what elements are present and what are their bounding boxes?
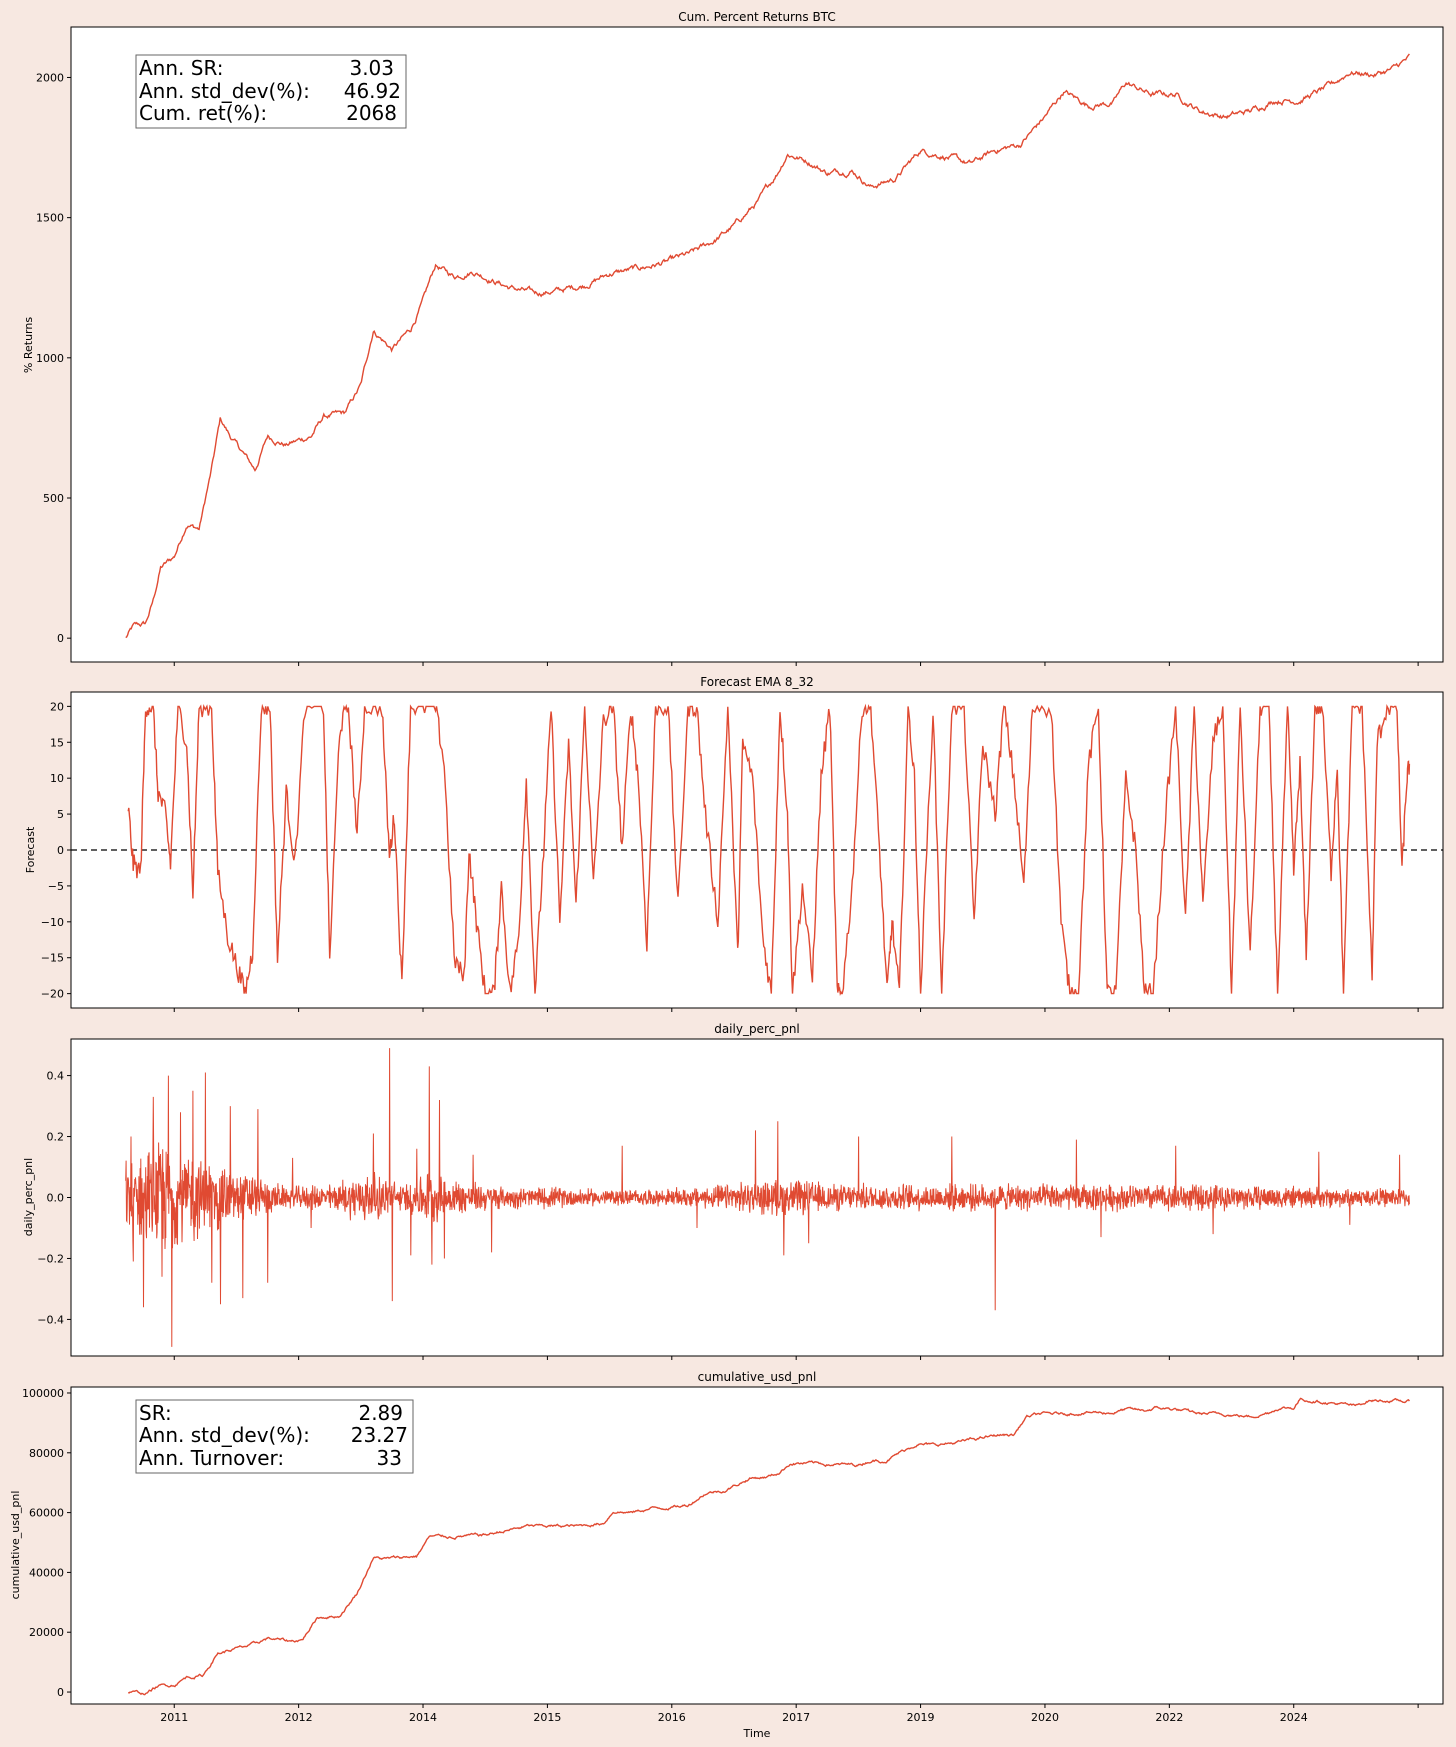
x-tick-label: 2012 bbox=[285, 1711, 313, 1724]
y-tick-label: 0.2 bbox=[47, 1131, 65, 1144]
axes-frame bbox=[70, 26, 1444, 663]
stat-value: 23.27 bbox=[351, 1423, 408, 1447]
y-tick-label: 60000 bbox=[29, 1507, 64, 1520]
stat-label: Ann. std_dev(%): bbox=[139, 79, 310, 103]
stat-label: SR: bbox=[139, 1401, 172, 1425]
y-tick-label: 0 bbox=[57, 844, 64, 857]
series-line bbox=[127, 1397, 1410, 1696]
y-ticks: 0 20000 40000 60000 80000 100000 bbox=[22, 1387, 71, 1699]
y-tick-label: 100000 bbox=[22, 1387, 64, 1400]
y-tick-label: −5 bbox=[48, 880, 64, 893]
x-tick-label: 2016 bbox=[658, 1711, 686, 1724]
chart-title: daily_perc_pnl bbox=[714, 1022, 800, 1036]
y-tick-label: −0.2 bbox=[37, 1252, 64, 1265]
y-tick-label: 0 bbox=[57, 632, 64, 645]
stat-label: Ann. Turnover: bbox=[139, 1446, 284, 1470]
y-tick-label: 10 bbox=[50, 772, 64, 785]
y-tick-label: −0.4 bbox=[37, 1313, 64, 1326]
y-tick-label: 20000 bbox=[29, 1626, 64, 1639]
y-tick-label: 40000 bbox=[29, 1566, 64, 1579]
panel-cumulative-usd-pnl: cumulative_usd_pnl cumulative_usd_pnl 0 2… bbox=[9, 1370, 1444, 1740]
x-tick-label: 2019 bbox=[907, 1711, 935, 1724]
panel-cum-percent-returns: Cum. Percent Returns BTC % Returns 0 500 1… bbox=[22, 10, 1444, 666]
y-axis-label: Forecast bbox=[24, 826, 37, 873]
x-tick-label: 2015 bbox=[533, 1711, 561, 1724]
y-tick-label: 500 bbox=[43, 492, 64, 505]
panel-daily-perc-pnl: daily_perc_pnl daily_perc_pnl −0.4 −0.2 0.… bbox=[22, 1022, 1444, 1360]
chart-title: Cum. Percent Returns BTC bbox=[678, 10, 835, 24]
x-ticks bbox=[173, 1356, 1419, 1360]
stats-box: Ann. SR: 3.03 Ann. std_dev(%): 46.92 Cum… bbox=[135, 54, 407, 129]
y-tick-label: 0 bbox=[57, 1686, 64, 1699]
y-tick-label: −10 bbox=[41, 916, 64, 929]
y-tick-label: 20 bbox=[50, 700, 64, 713]
x-ticks bbox=[173, 662, 1419, 666]
x-ticks: 2011 2012 2014 2015 2016 2017 2019 2020 2022 2024 bbox=[160, 1704, 1419, 1724]
x-tick-label: 2011 bbox=[160, 1711, 188, 1724]
y-ticks: −20 −15 −10 −5 0 5 10 15 20 bbox=[41, 700, 71, 1001]
stats-box-frame bbox=[135, 1399, 414, 1474]
stat-value: 46.92 bbox=[344, 79, 401, 103]
stats-box-frame bbox=[135, 54, 407, 129]
stat-value: 3.03 bbox=[349, 56, 394, 80]
x-tick-label: 2020 bbox=[1031, 1711, 1059, 1724]
stat-label: Ann. SR: bbox=[139, 56, 223, 80]
x-axis-label: Time bbox=[743, 1727, 771, 1740]
y-tick-label: 2000 bbox=[36, 71, 64, 84]
y-tick-label: 1500 bbox=[36, 212, 64, 225]
y-tick-label: 0.0 bbox=[47, 1192, 65, 1205]
y-tick-label: 1000 bbox=[36, 352, 64, 365]
y-axis-label: cumulative_usd_pnl bbox=[9, 1491, 22, 1600]
x-tick-label: 2022 bbox=[1155, 1711, 1183, 1724]
chart-title: Forecast EMA 8_32 bbox=[700, 675, 813, 689]
stat-label: Ann. std_dev(%): bbox=[139, 1423, 310, 1447]
y-tick-label: 5 bbox=[57, 808, 64, 821]
chart-title: cumulative_usd_pnl bbox=[698, 1370, 817, 1384]
y-axis-label: daily_perc_pnl bbox=[22, 1158, 35, 1236]
y-tick-label: −15 bbox=[41, 952, 64, 965]
x-ticks bbox=[173, 1008, 1419, 1012]
y-tick-label: −20 bbox=[41, 988, 64, 1001]
stats-box: SR: 2.89 Ann. std_dev(%): 23.27 Ann. Tur… bbox=[135, 1399, 414, 1474]
stat-value: 2068 bbox=[346, 101, 397, 125]
series-line bbox=[125, 53, 1410, 639]
stat-value: 33 bbox=[377, 1446, 402, 1470]
series-line bbox=[125, 1048, 1410, 1347]
y-tick-label: 15 bbox=[50, 736, 64, 749]
y-tick-label: 0.4 bbox=[47, 1070, 65, 1083]
stat-value: 2.89 bbox=[358, 1401, 403, 1425]
x-tick-label: 2014 bbox=[409, 1711, 437, 1724]
y-axis-label: % Returns bbox=[22, 317, 35, 373]
y-tick-label: 80000 bbox=[29, 1447, 64, 1460]
panel-forecast: Forecast EMA 8_32 Forecast −20 −15 −10 −5 0 5… bbox=[24, 675, 1444, 1012]
series-line bbox=[127, 703, 1411, 996]
x-tick-label: 2024 bbox=[1280, 1711, 1308, 1724]
y-ticks: −0.4 −0.2 0.0 0.2 0.4 bbox=[37, 1070, 71, 1326]
stat-label: Cum. ret(%): bbox=[139, 101, 267, 125]
y-ticks: 0 500 1000 1500 2000 bbox=[36, 71, 71, 645]
x-tick-label: 2017 bbox=[782, 1711, 810, 1724]
